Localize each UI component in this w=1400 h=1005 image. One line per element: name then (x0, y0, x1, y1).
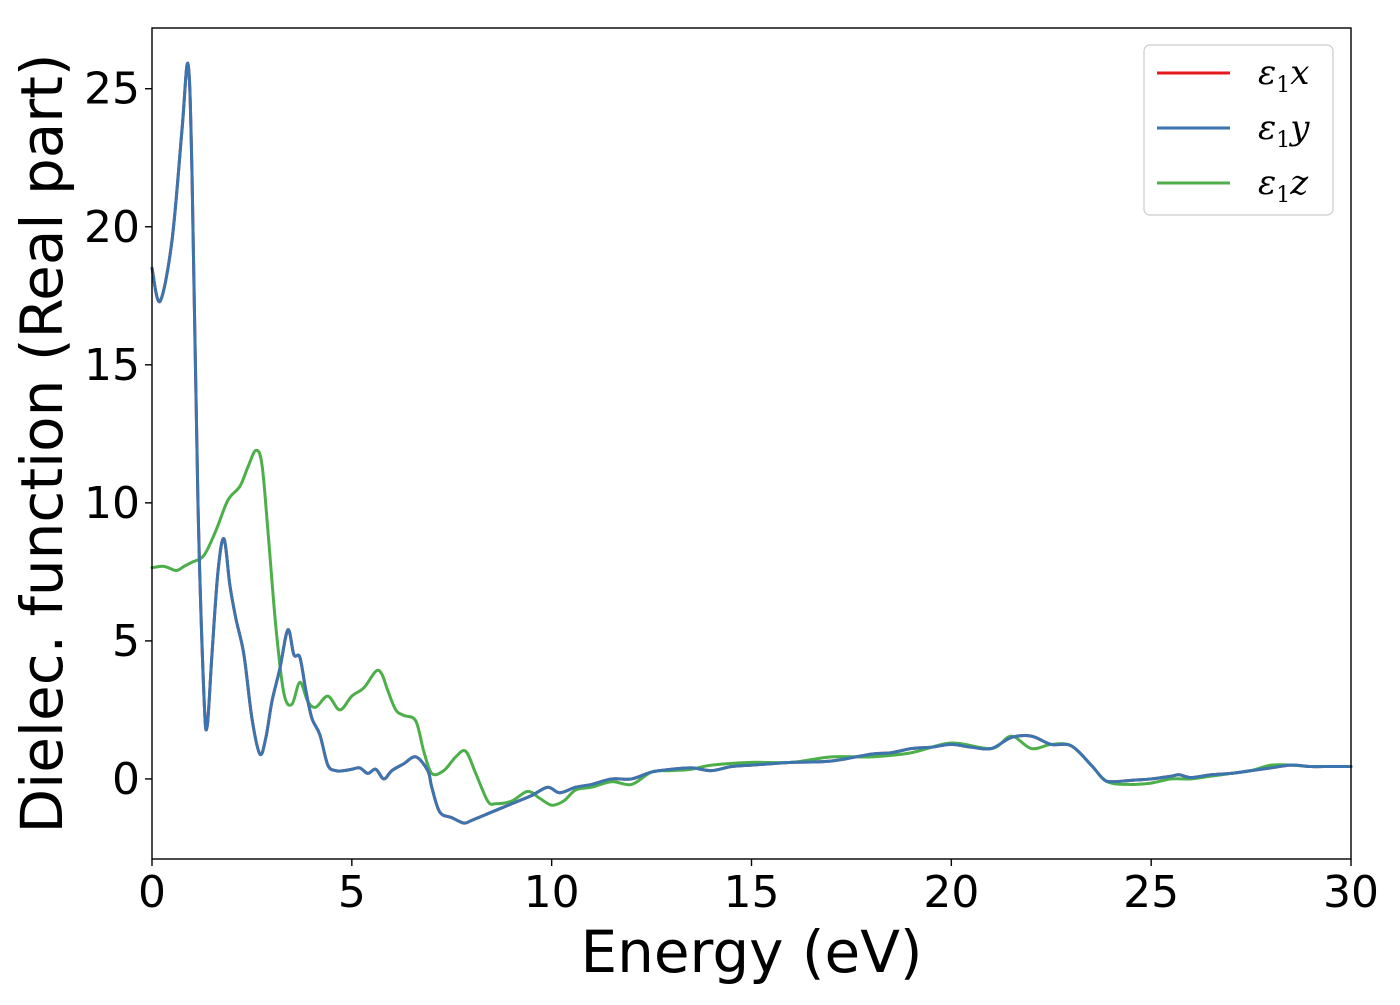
y-tick-label: 10 (84, 478, 140, 529)
series-line-y (150, 61, 1353, 825)
x-axis-title: Energy (eV) (580, 918, 922, 986)
y-tick-label: 5 (112, 616, 140, 667)
x-tick-label: 0 (138, 867, 166, 918)
legend-label-x: ε1x (1258, 53, 1309, 98)
x-tick-label: 20 (923, 867, 979, 918)
series-layer (150, 61, 1353, 825)
legend: ε1x ε1y ε1z (1143, 44, 1334, 216)
x-tick-label: 5 (338, 867, 366, 918)
x-tick-label: 25 (1123, 867, 1179, 918)
x-axis-ticks: 0 5 10 15 20 25 30 (138, 859, 1379, 918)
x-tick-label: 15 (724, 867, 780, 918)
legend-label-y: ε1y (1258, 108, 1310, 153)
y-tick-label: 20 (84, 202, 140, 253)
series-line-z (150, 448, 1353, 807)
legend-label-z: ε1z (1258, 163, 1309, 208)
y-tick-label: 25 (84, 64, 140, 115)
y-axis-title: Dielec. function (Real part) (8, 53, 76, 833)
y-tick-label: 0 (112, 754, 140, 805)
y-axis-ticks: 0 5 10 15 20 25 (84, 64, 152, 805)
y-tick-label: 15 (84, 340, 140, 391)
x-tick-label: 10 (524, 867, 580, 918)
x-tick-label: 30 (1323, 867, 1379, 918)
legend-box (1143, 44, 1334, 216)
